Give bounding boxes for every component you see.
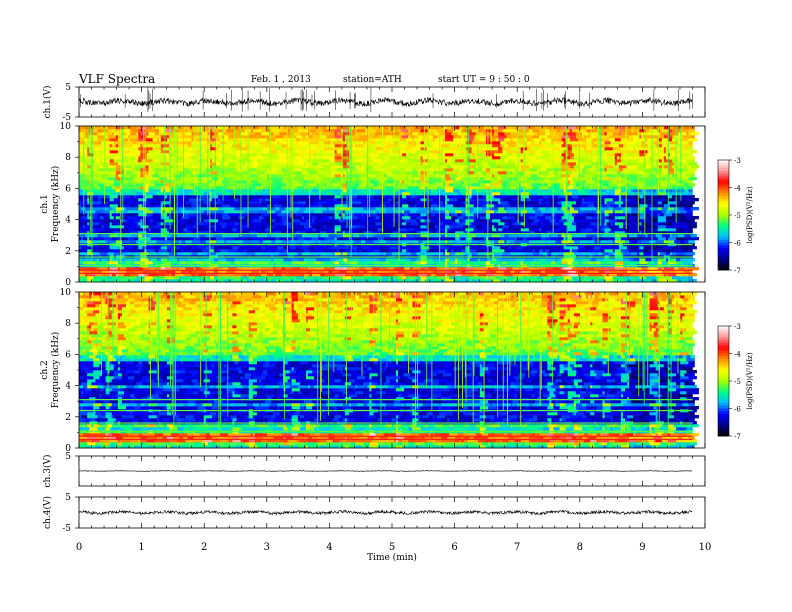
ch1-spectrogram-ytick: 8	[65, 153, 71, 163]
ch2-spectrogram-ytick: 8	[65, 319, 71, 329]
ch2-spectrogram-channel-label: ch.2	[40, 360, 50, 379]
x-tick-label: 10	[699, 542, 712, 553]
station-label: station=ATH	[343, 75, 402, 85]
ch4-waveform-trace	[78, 509, 693, 516]
ch1-spectrogram-colorbar	[717, 159, 730, 271]
ch4-waveform-ylabel: ch.4(V)	[42, 496, 53, 529]
x-axis-label: Time (min)	[367, 552, 417, 563]
ch1-spectrogram-ytick: 10	[60, 122, 72, 132]
ch1-spectrogram-ytick: 2	[65, 247, 71, 257]
ch2-spectrogram-colorbar-label: log(PSD)(V²/Hz)	[746, 352, 754, 409]
ch4-waveform-ytick: -5	[62, 524, 71, 534]
figure-title: VLF Spectra	[79, 72, 156, 86]
x-tick-label: 6	[451, 542, 457, 553]
ch2-spectrogram-colorbar-tick: -4	[734, 351, 741, 359]
x-tick-label: 4	[326, 542, 332, 553]
x-tick-label: 2	[201, 542, 207, 553]
ch2-spectrogram-colorbar	[717, 325, 730, 437]
ch3-waveform-ylabel: ch.3(V)	[42, 455, 53, 488]
date-label: Feb. 1 , 2013	[251, 75, 311, 85]
x-tick-label: 3	[264, 542, 270, 553]
ch4-waveform-ytick: 5	[65, 493, 71, 503]
ch2-spectrogram-colorbar-tick: -3	[734, 323, 741, 331]
ch1-spectrogram-ylabel: Frequency (kHz)	[50, 166, 61, 243]
x-tick-label: 8	[577, 542, 583, 553]
ch2-spectrogram-panel	[78, 291, 706, 449]
x-tick-label: 0	[76, 542, 82, 553]
x-tick-label: 5	[389, 542, 395, 553]
ch2-spectrogram-ytick: 0	[65, 444, 71, 454]
ch1-spectrogram-colorbar-tick: -6	[734, 240, 741, 248]
ch1-waveform-ytick: 5	[65, 83, 71, 93]
ch2-spectrogram-colorbar-tick: -5	[734, 378, 741, 386]
ch1-spectrogram-ytick: 4	[65, 216, 71, 226]
ch1-waveform-trace	[78, 96, 693, 108]
ch2-spectrogram-ylabel: Frequency (kHz)	[50, 332, 61, 409]
ch1-waveform-ylabel: ch.1(V)	[42, 86, 53, 119]
ch1-spectrogram-colorbar-tick: -3	[734, 157, 741, 165]
ch1-spectrogram-colorbar-tick: -7	[734, 267, 741, 275]
ch1-spectrogram-ytick: 0	[65, 278, 71, 288]
ch2-spectrogram-ytick: 2	[65, 413, 71, 423]
start-time-label: start UT = 9 : 50 : 0	[438, 75, 530, 85]
x-tick-label: 7	[514, 542, 520, 553]
ch1-spectrogram-colorbar-label: log(PSD)(V²/Hz)	[746, 186, 754, 243]
x-tick-label: 9	[639, 542, 645, 553]
ch1-spectrogram-colorbar-tick: -5	[734, 212, 741, 220]
ch2-spectrogram-colorbar-tick: -6	[734, 406, 741, 414]
ch1-spectrogram-channel-label: ch.1	[40, 194, 50, 213]
ch2-spectrogram-ytick: 10	[60, 288, 72, 298]
ch3-waveform-trace	[78, 470, 693, 472]
ch1-spectrogram-ytick: 6	[65, 184, 71, 194]
ch1-waveform-ytick: -5	[62, 113, 71, 123]
ch2-spectrogram-ytick: 4	[65, 382, 71, 392]
x-tick-label: 1	[138, 542, 144, 553]
ch2-spectrogram-ytick: 6	[65, 350, 71, 360]
ch2-spectrogram-colorbar-tick: -7	[734, 433, 741, 441]
ch1-spectrogram-colorbar-tick: -4	[734, 185, 741, 193]
ch1-spectrogram-panel	[78, 125, 706, 283]
ch3-waveform-ytick: 5	[65, 452, 71, 462]
